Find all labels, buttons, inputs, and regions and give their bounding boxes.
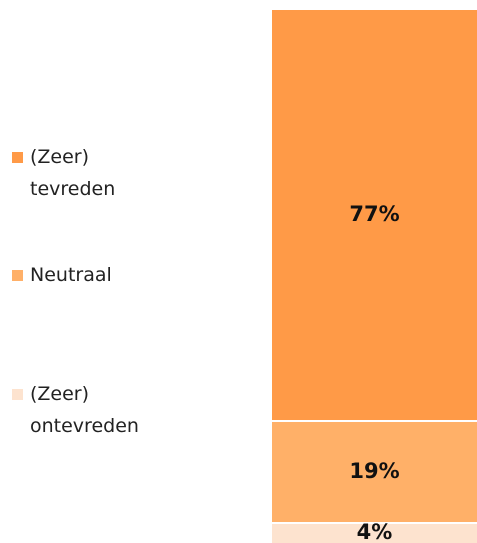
data-label: 19% (349, 458, 400, 483)
legend-swatch (12, 389, 23, 400)
data-label: 77% (349, 201, 400, 226)
legend-item: (Zeer) ontevreden (12, 378, 152, 442)
data-label: 4% (356, 519, 393, 543)
bar-segment (272, 419, 477, 522)
legend-label: (Zeer) ontevreden (30, 383, 139, 437)
legend-item: Neutraal (12, 259, 152, 291)
legend-label: (Zeer) tevreden (30, 146, 116, 200)
bar-segment (272, 521, 477, 543)
legend-swatch (12, 270, 23, 281)
legend-label: Neutraal (30, 264, 112, 286)
bar-segment (272, 8, 477, 420)
legend-item: (Zeer) tevreden (12, 141, 152, 205)
legend-swatch (12, 152, 23, 163)
